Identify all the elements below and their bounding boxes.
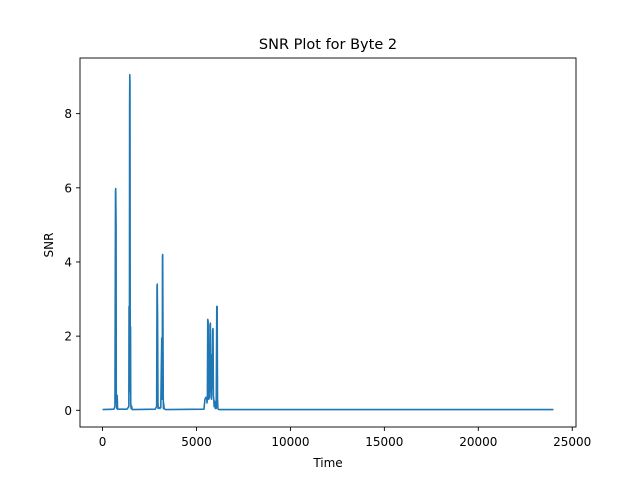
x-tick-label: 0 bbox=[99, 435, 107, 449]
x-tick-label: 20000 bbox=[459, 435, 497, 449]
x-axis-label: Time bbox=[312, 456, 342, 470]
series-line-0 bbox=[102, 73, 554, 411]
y-tick-label: 0 bbox=[64, 404, 72, 418]
x-tick-label: 10000 bbox=[271, 435, 309, 449]
y-axis-label: SNR bbox=[42, 233, 56, 258]
y-tick-label: 8 bbox=[64, 107, 72, 121]
x-tick-label: 25000 bbox=[553, 435, 591, 449]
axes: 0 5000 10000 15000 20000 25000 0 2 4 6 8 bbox=[64, 57, 591, 449]
plot-area bbox=[102, 73, 554, 411]
x-tick-label: 15000 bbox=[365, 435, 403, 449]
y-tick-label: 2 bbox=[64, 330, 72, 344]
x-tick-label: 5000 bbox=[181, 435, 212, 449]
y-tick-label: 4 bbox=[64, 255, 72, 269]
y-tick-label: 6 bbox=[64, 181, 72, 195]
chart-title: SNR Plot for Byte 2 bbox=[259, 37, 397, 53]
axes-frame bbox=[79, 57, 577, 428]
